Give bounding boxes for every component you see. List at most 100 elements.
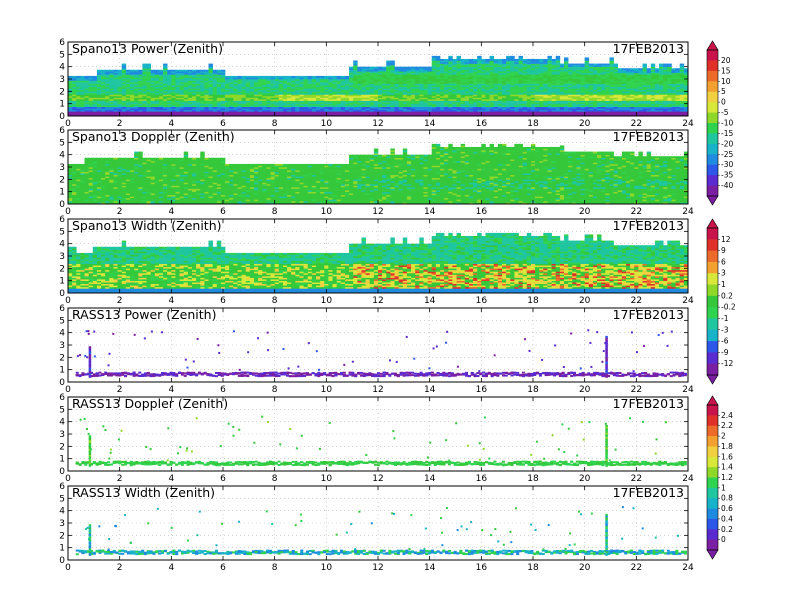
heatmap-cell <box>245 80 251 83</box>
heatmap-cell <box>109 74 114 77</box>
heatmap-cell <box>514 66 519 69</box>
heatmap-cell <box>497 108 503 111</box>
heatmap-cell <box>237 114 242 117</box>
heatmap-cell <box>506 92 511 95</box>
heatmap-cell <box>241 109 247 112</box>
heatmap-cell <box>196 95 201 98</box>
heatmap-cell <box>506 55 511 58</box>
heatmap-cell <box>394 79 399 81</box>
heatmap-cell <box>274 79 280 81</box>
heatmap-cell <box>274 92 280 95</box>
heatmap-cell <box>291 103 296 106</box>
heatmap-cell <box>320 80 325 83</box>
heatmap-cell <box>617 100 623 103</box>
heatmap-cell <box>225 82 230 84</box>
heatmap-cell <box>650 77 656 80</box>
heatmap-cell <box>440 111 445 114</box>
heatmap-cell <box>196 79 201 81</box>
heatmap-cell <box>121 108 127 111</box>
y-tick-label: 1 <box>59 100 65 110</box>
heatmap-cell <box>601 79 606 81</box>
heatmap-cell <box>340 79 346 81</box>
heatmap-cell <box>254 103 259 106</box>
heatmap-cell <box>386 63 391 66</box>
heatmap-cell <box>349 102 354 104</box>
heatmap-cell <box>411 82 416 84</box>
heatmap-cell <box>163 80 168 83</box>
heatmap-cell <box>497 63 503 66</box>
heatmap-cell <box>179 82 185 84</box>
heatmap-cell <box>464 108 470 111</box>
heatmap-cell <box>435 83 441 86</box>
heatmap-cell <box>332 100 337 103</box>
heatmap-cell <box>390 60 395 63</box>
heatmap-cell <box>212 91 218 94</box>
heatmap-cell <box>601 105 606 108</box>
heatmap-cell <box>183 105 189 108</box>
heatmap-cell <box>84 89 89 92</box>
heatmap-cell <box>489 108 495 111</box>
heatmap-cell <box>564 60 569 63</box>
heatmap-cell <box>530 58 536 61</box>
heatmap-cell <box>249 79 255 81</box>
heatmap-cell <box>154 77 160 80</box>
heatmap-cell <box>477 79 482 81</box>
heatmap-cell <box>278 86 284 89</box>
heatmap-cell <box>130 79 135 81</box>
heatmap-cell <box>229 109 234 112</box>
heatmap-cell <box>241 99 247 101</box>
heatmap-cell <box>435 57 441 60</box>
heatmap-cell <box>497 94 503 97</box>
heatmap-cell <box>638 77 643 80</box>
heatmap-cell <box>448 82 453 84</box>
heatmap-cell <box>468 66 474 69</box>
heatmap-cell <box>630 89 635 92</box>
heatmap-cell <box>394 95 399 98</box>
heatmap-cell <box>216 71 222 74</box>
heatmap-cell <box>241 105 247 108</box>
heatmap-cell <box>592 103 598 106</box>
heatmap-cell <box>113 77 118 80</box>
heatmap-cell <box>683 95 689 98</box>
heatmap-cell <box>597 106 602 109</box>
heatmap-cell <box>382 72 387 75</box>
heatmap-cell <box>130 105 135 108</box>
heatmap-cell <box>295 99 300 101</box>
heatmap-cell <box>427 82 433 84</box>
heatmap-cell <box>526 99 532 101</box>
heatmap-cell <box>373 99 379 101</box>
heatmap-cell <box>196 114 201 117</box>
heatmap-cell <box>270 79 275 81</box>
heatmap-cell <box>630 91 635 94</box>
heatmap-cell <box>510 80 515 83</box>
heatmap-cell <box>80 77 85 80</box>
heatmap-cell <box>675 83 681 86</box>
heatmap-cell <box>448 80 453 83</box>
heatmap-cell <box>671 106 676 109</box>
heatmap-cell <box>233 83 238 86</box>
heatmap-cell <box>568 108 573 111</box>
heatmap-cell <box>667 100 672 103</box>
heatmap-cell <box>390 102 395 104</box>
heatmap-cell <box>547 102 552 104</box>
heatmap-cell <box>163 105 168 108</box>
heatmap-cell <box>518 66 523 69</box>
heatmap-cell <box>220 106 226 109</box>
heatmap-cell <box>654 109 660 112</box>
heatmap-cell <box>485 77 490 80</box>
heatmap-cell <box>373 97 379 100</box>
heatmap-cell <box>229 112 234 115</box>
heatmap-cell <box>134 88 139 91</box>
heatmap-cell <box>605 109 610 112</box>
heatmap-cell <box>262 83 267 86</box>
heatmap-cell <box>423 114 428 117</box>
heatmap-cell <box>76 171 81 174</box>
heatmap-cell <box>361 74 366 77</box>
heatmap-cell <box>601 89 606 92</box>
heatmap-cell <box>510 71 515 74</box>
heatmap-cell <box>216 75 222 78</box>
heatmap-cell <box>262 106 267 109</box>
heatmap-cell <box>584 69 590 72</box>
heatmap-cell <box>415 74 420 77</box>
heatmap-cell <box>460 111 466 114</box>
